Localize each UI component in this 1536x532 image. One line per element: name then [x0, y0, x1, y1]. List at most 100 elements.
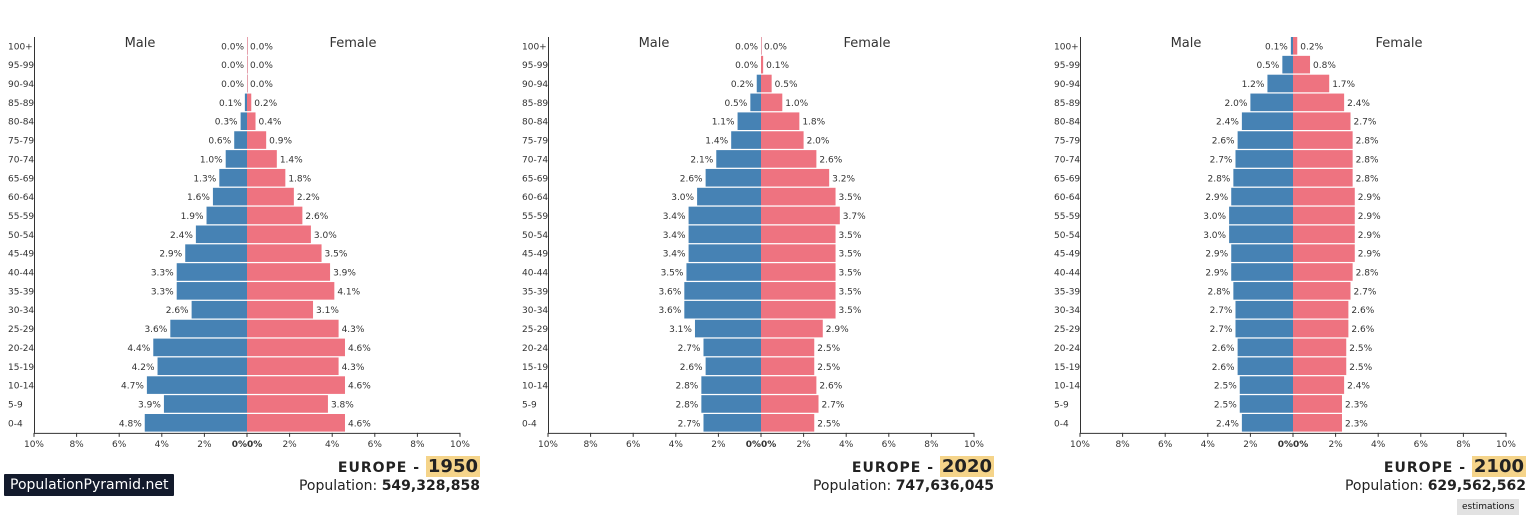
age-group-label: 50-54	[1054, 231, 1080, 241]
male-bar	[737, 112, 761, 130]
male-value-label: 2.9%	[1205, 250, 1228, 260]
male-bar	[1282, 55, 1293, 74]
female-value-label: 2.9%	[1358, 250, 1381, 260]
x-tick-label: 10%	[964, 440, 984, 450]
male-bar	[163, 395, 247, 413]
male-value-label: 3.1%	[669, 325, 692, 335]
male-bar	[1267, 74, 1293, 93]
x-tick-label: 0%	[1278, 440, 1293, 450]
female-bar	[1293, 263, 1353, 281]
female-value-label: 2.5%	[817, 363, 840, 373]
male-value-label: 1.1%	[712, 118, 735, 128]
male-bar	[684, 300, 761, 319]
age-group-label: 0-4	[1054, 419, 1069, 429]
male-bar	[716, 150, 761, 168]
male-value-label: 2.6%	[1212, 344, 1235, 354]
female-bar	[247, 206, 303, 225]
male-bar	[1235, 300, 1293, 319]
female-value-label: 2.9%	[1358, 212, 1381, 222]
male-value-label: 0.0%	[735, 42, 758, 52]
male-bar	[731, 131, 761, 149]
female-bar	[761, 37, 762, 55]
male-bar	[191, 300, 247, 319]
female-bar	[247, 282, 335, 300]
age-group-label: 85-89	[522, 99, 548, 109]
pyramid-panel-1950: Male Female 100+ 0.0% 0.0% 95-99 0.0% 0.0% 90-94…	[0, 0, 512, 528]
male-bar	[1233, 282, 1293, 300]
male-bar	[750, 93, 761, 112]
female-label: Female	[1375, 36, 1422, 51]
female-value-label: 2.5%	[817, 419, 840, 429]
female-value-label: 0.0%	[250, 80, 273, 90]
x-tick-label: 4%	[155, 440, 170, 450]
male-value-label: 2.9%	[1205, 269, 1228, 279]
x-tick-label: 10%	[1496, 440, 1516, 450]
age-group-label: 55-59	[1054, 212, 1080, 222]
female-value-label: 1.4%	[280, 155, 303, 165]
female-value-label: 3.7%	[843, 212, 866, 222]
female-value-label: 4.3%	[342, 325, 365, 335]
female-value-label: 2.9%	[826, 325, 849, 335]
age-group-label: 60-64	[8, 193, 34, 203]
population-value: 747,636,045	[895, 478, 994, 494]
male-value-label: 3.6%	[658, 306, 681, 316]
male-value-label: 2.8%	[675, 400, 698, 410]
male-value-label: 2.4%	[1216, 419, 1239, 429]
age-group-label: 45-49	[522, 250, 548, 260]
age-group-label: 60-64	[1054, 193, 1080, 203]
male-bar	[1237, 338, 1293, 357]
population-label: Population:	[1344, 478, 1424, 494]
age-group-label: 100+	[1054, 42, 1079, 52]
x-tick-label: 2%	[1243, 440, 1258, 450]
male-value-label: 0.0%	[221, 80, 244, 90]
brand-link[interactable]: PopulationPyramid.net	[4, 474, 175, 496]
male-value-label: 4.8%	[119, 419, 142, 429]
female-bar	[247, 55, 248, 74]
age-group-label: 65-69	[1054, 174, 1080, 184]
male-label: Male	[1171, 36, 1202, 51]
pyramid-chart-1950: Male Female 100+ 0.0% 0.0% 95-99 0.0% 0.0% 90-94…	[8, 36, 470, 450]
female-bar	[1293, 244, 1355, 262]
female-bar	[761, 131, 804, 149]
age-group-label: 40-44	[1054, 269, 1080, 279]
female-value-label: 2.8%	[1356, 174, 1379, 184]
male-value-label: 3.4%	[663, 212, 686, 222]
female-bar	[761, 300, 836, 319]
x-tick-label: 6%	[1414, 440, 1429, 450]
age-group-label: 10-14	[522, 382, 548, 392]
age-group-label: 15-19	[8, 363, 34, 373]
age-group-label: 100+	[8, 42, 33, 52]
female-value-label: 0.1%	[766, 61, 789, 71]
age-group-label: 90-94	[522, 80, 548, 90]
female-bar	[761, 74, 772, 93]
female-bar	[247, 150, 277, 168]
female-bar	[761, 357, 815, 376]
x-tick-label: 0%	[1293, 440, 1308, 450]
age-group-label: 5-9	[522, 400, 537, 410]
age-group-label: 75-79	[8, 137, 34, 147]
age-group-label: 25-29	[1054, 325, 1080, 335]
male-bar	[1235, 150, 1293, 168]
female-value-label: 0.2%	[254, 99, 277, 109]
female-bar	[761, 282, 836, 300]
female-bar	[247, 300, 314, 319]
female-bar	[247, 93, 252, 112]
male-value-label: 3.9%	[138, 400, 161, 410]
x-tick-label: 2%	[282, 440, 297, 450]
female-bar	[1293, 300, 1349, 319]
age-group-label: 60-64	[522, 193, 548, 203]
x-tick-label: 4%	[669, 440, 684, 450]
female-bar	[761, 187, 836, 206]
male-value-label: 0.5%	[1256, 61, 1279, 71]
male-bar	[701, 376, 761, 394]
female-value-label: 1.8%	[288, 174, 311, 184]
female-bar	[247, 395, 328, 413]
x-tick-label: 6%	[626, 440, 641, 450]
age-group-label: 95-99	[1054, 61, 1080, 71]
population-value: 549,328,858	[381, 478, 480, 494]
x-tick-label: 4%	[1201, 440, 1216, 450]
male-value-label: 2.6%	[1212, 137, 1235, 147]
male-bar	[1229, 225, 1293, 244]
female-value-label: 0.4%	[259, 118, 282, 128]
male-value-label: 2.8%	[1207, 287, 1230, 297]
